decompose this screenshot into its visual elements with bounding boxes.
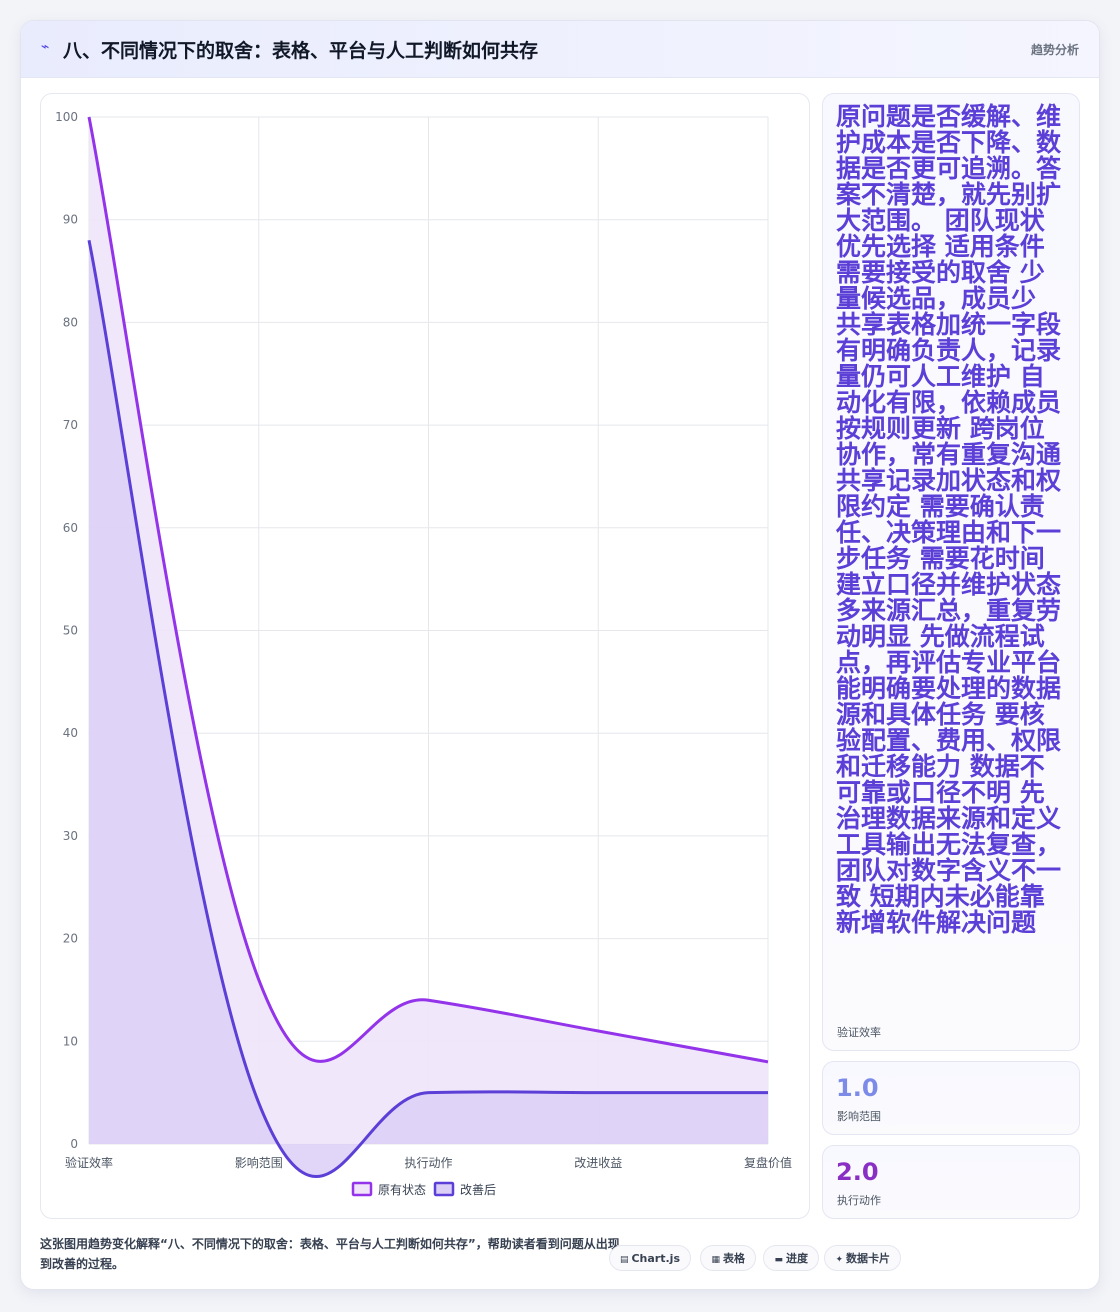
series-line-2 xyxy=(87,239,768,1178)
y-tick-label: 20 xyxy=(63,932,78,946)
stat-label: 执行动作 xyxy=(837,1194,881,1207)
series-area-2 xyxy=(89,240,768,1177)
y-tick-label: 70 xyxy=(63,418,78,432)
x-tick-label: 验证效率 xyxy=(65,1155,113,1170)
stat-label: 验证效率 xyxy=(837,1026,881,1039)
progress-icon: ▬ xyxy=(774,1255,783,1265)
y-tick-label: 50 xyxy=(63,624,78,638)
chip-label: 表格 xyxy=(723,1252,745,1265)
chip-label: Chart.js xyxy=(631,1252,680,1265)
series-line-1 xyxy=(87,116,769,1064)
card-header: ⌁ 八、不同情况下的取舍：表格、平台与人工判断如何共存 趋势分析 xyxy=(21,21,1099,78)
legend-label: 原有状态 xyxy=(378,1183,426,1197)
trend-icon: ⌁ xyxy=(41,39,50,55)
y-tick-label: 100 xyxy=(55,110,78,124)
stat-value: 原问题是否缓解、维护成本是否下降、数据是否更可追溯。答案不清楚，就先别扩大范围。… xyxy=(836,102,1062,937)
stat-card-3: 2.0 执行动作 xyxy=(822,1145,1080,1219)
chip-table[interactable]: ▦ 表格 xyxy=(700,1245,756,1271)
y-tick-label: 0 xyxy=(70,1137,78,1151)
chip-label: 数据卡片 xyxy=(846,1252,890,1265)
chart-panel: 0 10 20 30 40 50 60 70 80 90 100 验证效率 影响范围 执行动作 改进收益 复盘… xyxy=(40,93,810,1219)
card-icon: ✦ xyxy=(835,1255,843,1265)
stat-value: 2.0 xyxy=(836,1158,879,1186)
stat-card-1: 原问题是否缓解、维护成本是否下降、数据是否更可追溯。答案不清楚，就先别扩大范围。… xyxy=(822,93,1080,1051)
y-tick-label: 90 xyxy=(63,213,78,227)
x-tick-label: 改进收益 xyxy=(574,1156,622,1170)
y-tick-label: 80 xyxy=(63,315,78,329)
chip-data-card[interactable]: ✦ 数据卡片 xyxy=(824,1245,901,1271)
chip-progress[interactable]: ▬ 进度 xyxy=(763,1245,819,1271)
legend-swatch xyxy=(433,1181,455,1197)
x-tick-label: 执行动作 xyxy=(404,1156,452,1170)
section-tag: 趋势分析 xyxy=(1030,43,1079,57)
stat-label: 影响范围 xyxy=(837,1110,881,1123)
x-tick-label: 影响范围 xyxy=(235,1155,283,1170)
y-tick-label: 40 xyxy=(63,726,78,740)
legend-label: 改善后 xyxy=(460,1182,496,1197)
legend-swatch xyxy=(351,1181,373,1197)
y-tick-label: 30 xyxy=(63,829,78,843)
stat-value: 1.0 xyxy=(836,1074,879,1102)
page-title: 八、不同情况下的取舍：表格、平台与人工判断如何共存 xyxy=(63,40,539,62)
chart-icon: ▤ xyxy=(619,1255,629,1265)
y-tick-label: 60 xyxy=(63,521,78,535)
x-tick-label: 复盘价值 xyxy=(744,1155,792,1170)
chip-chartjs[interactable]: ▤ Chart.js xyxy=(608,1245,691,1271)
chart-card: ⌁ 八、不同情况下的取舍：表格、平台与人工判断如何共存 趋势分析 0 10 20 30… xyxy=(20,20,1100,1290)
y-tick-label: 10 xyxy=(63,1034,78,1048)
chart-caption: 这张图用趋势变化解释“八、不同情况下的取舍：表格、平台与人工判断如何共存”，帮助… xyxy=(40,1237,620,1271)
area-chart: 0 10 20 30 40 50 60 70 80 90 100 验证效率 影响范围 执行动作 改进收益 复盘… xyxy=(55,110,792,1197)
chip-label: 进度 xyxy=(786,1252,808,1265)
table-icon: ▦ xyxy=(711,1255,720,1265)
stat-card-2: 1.0 影响范围 xyxy=(822,1061,1080,1135)
